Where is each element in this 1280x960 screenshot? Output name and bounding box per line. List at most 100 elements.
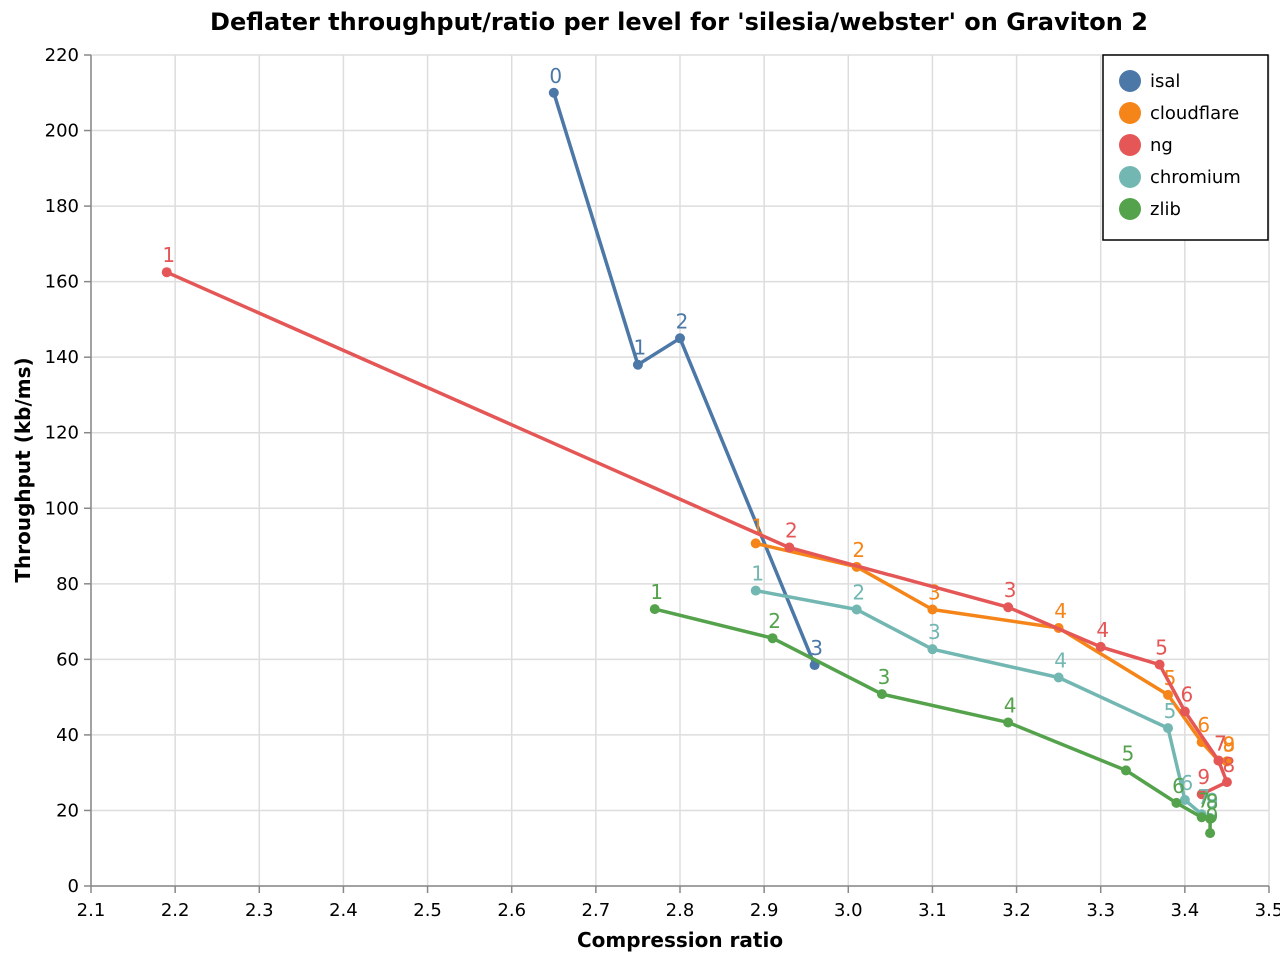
y-tick-label: 120 [45,423,79,444]
data-point-zlib [1003,717,1014,728]
data-point-zlib [1171,797,1182,808]
point-label-chromium: 3 [928,620,941,644]
y-tick-label: 80 [56,574,79,595]
data-point-zlib [1205,828,1216,839]
point-label-zlib: 4 [1004,693,1017,717]
y-tick-label: 140 [45,347,79,368]
data-point-chromium [1179,794,1190,805]
point-label-zlib: 5 [1122,741,1135,765]
y-ticks: 0 20 40 60 80 100 120 140 160 180 200 220 [45,45,91,897]
point-label-ng: 1 [162,243,175,267]
x-tick-label: 2.1 [77,900,106,921]
data-point-isal [632,359,643,370]
y-tick-label: 20 [56,800,79,821]
data-point-chromium [1053,672,1064,683]
point-label-ng: 5 [1155,636,1168,660]
y-tick-label: 180 [45,196,79,217]
data-point-zlib [1205,813,1216,824]
point-label-zlib: 2 [768,609,781,633]
data-point-cloudflare [1221,756,1232,767]
grid [90,54,1270,887]
point-label-cloudflare: 6 [1197,713,1210,737]
x-tick-label: 3.4 [1171,900,1200,921]
legend-swatch-cloudflare [1119,102,1141,124]
series-line-isal [552,92,817,666]
y-tick-label: 0 [68,876,79,897]
data-point-chromium [927,644,938,655]
y-tick-label: 160 [45,272,79,293]
chart-title: Deflater throughput/ratio per level for … [210,8,1148,36]
y-tick-label: 100 [45,498,79,519]
x-tick-label: 2.7 [582,900,611,921]
x-ticks: 2.1 2.2 2.3 2.4 2.5 2.6 2.7 2.8 2.9 3.0 3.1 3.2 3.3 3… [77,886,1280,921]
point-label-isal: 1 [634,336,647,360]
series-line-chromium [755,588,1211,820]
point-label-cloudflare: 7 [1214,732,1227,756]
data-point-chromium [1163,723,1174,734]
y-tick-label: 60 [56,649,79,670]
legend-label-isal: isal [1150,71,1180,92]
point-label-ng: 7 [1214,732,1227,756]
point-label-chromium: 2 [852,581,865,605]
x-tick-label: 3.3 [1086,900,1115,921]
point-label-zlib: 3 [878,665,891,689]
data-point-chromium [750,585,761,596]
point-label-zlib: 8 [1206,790,1219,814]
x-tick-label: 3.2 [1002,900,1031,921]
y-axis-title: Throughput (kb/ms) [11,357,35,582]
point-label-chromium: 5 [1164,699,1177,723]
point-label-isal: 3 [810,636,823,660]
point-label-chromium: 1 [751,562,764,586]
x-tick-label: 3.5 [1255,900,1280,921]
data-point-ng [1213,755,1224,766]
data-point-zlib [649,604,660,615]
data-point-ng [1179,706,1190,717]
data-point-cloudflare [927,604,938,615]
x-tick-label: 2.4 [329,900,358,921]
point-label-ng: 9 [1197,765,1210,789]
x-tick-label: 2.2 [161,900,190,921]
legend: isal cloudflare ng chromium zlib [1102,54,1269,241]
point-label-cloudflare: 2 [852,538,865,562]
data-point-zlib [1196,812,1207,823]
point-label-zlib: 7 [1197,788,1210,812]
y-tick-label: 220 [45,45,79,66]
point-label-ng: 2 [785,519,798,543]
point-label-zlib: 1 [650,580,663,604]
data-point-ng [1003,602,1014,613]
x-tick-label: 2.8 [666,900,695,921]
data-point-ng [784,542,795,553]
point-label-ng: 3 [1004,578,1017,602]
point-label-cloudflare: 9 [1223,732,1236,756]
series-line-ng [165,270,1229,796]
data-point-cloudflare [1163,689,1174,700]
y-tick-label: 40 [56,725,79,746]
point-label-zlib: 6 [1172,774,1185,798]
point-label-chromium: 7 [1197,785,1210,809]
x-tick-label: 3.0 [834,900,863,921]
legend-swatch-zlib [1119,198,1141,220]
data-point-zlib [876,689,887,700]
data-point-zlib [767,633,778,644]
x-tick-label: 2.6 [497,900,526,921]
data-point-ng [1154,659,1165,670]
y-tick-label: 200 [45,121,79,142]
data-point-ng [161,267,172,278]
data-point-ng [1221,777,1232,788]
point-label-cloudflare: 8 [1223,732,1236,756]
x-tick-label: 3.1 [918,900,947,921]
point-label-cloudflare: 5 [1164,666,1177,690]
legend-label-ng: ng [1150,135,1173,156]
data-point-zlib [1120,765,1131,776]
legend-swatch-isal [1119,70,1141,92]
legend-label-zlib: zlib [1150,199,1181,220]
point-label-ng: 4 [1096,618,1109,642]
point-label-zlib: 9 [1206,804,1219,828]
data-point-chromium [851,604,862,615]
data-point-ng [1095,641,1106,652]
x-tick-label: 2.5 [413,900,442,921]
